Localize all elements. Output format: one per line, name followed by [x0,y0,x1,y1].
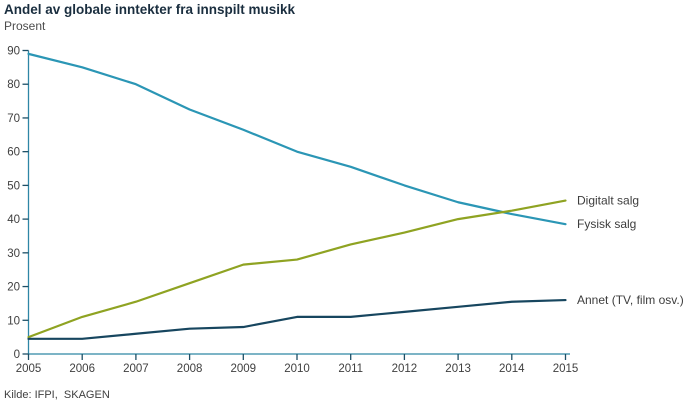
annet-tv-film-osv-label: Annet (TV, film osv.) [577,293,684,307]
x-tick-label: 2014 [499,363,525,375]
y-tick-label: 40 [7,214,20,226]
x-tick-label: 2007 [123,363,149,375]
x-tick-label: 2015 [553,363,579,375]
y-tick-label: 60 [7,147,20,159]
y-tick-label: 50 [7,180,20,192]
y-tick-label: 70 [7,113,20,125]
x-tick-label: 2010 [284,363,310,375]
x-tick-label: 2005 [16,363,42,375]
chart-subtitle: Prosent [4,19,46,33]
annet-tv-film-osv-line [27,298,567,340]
fysisk-salg-line [27,52,567,226]
digitalt-salg-line [27,199,567,339]
y-tick-label: 10 [7,315,20,327]
x-tick-label: 2009 [231,363,257,375]
source-note: Kilde: IFPI, SKAGEN [4,389,110,401]
x-tick-label: 2008 [177,363,203,375]
y-tick-label: 80 [7,79,20,91]
x-tick-label: 2013 [445,363,471,375]
x-tick-label: 2011 [338,363,363,375]
y-tick-label: 90 [7,46,20,58]
y-tick-label: 20 [7,282,20,294]
y-tick-label: 30 [7,248,20,260]
x-tick-label: 2012 [392,363,418,375]
y-tick-label: 0 [14,349,20,361]
fysisk-salg-label: Fysisk salg [577,217,636,231]
digitalt-salg-label: Digitalt salg [577,194,639,208]
chart-title: Andel av globale inntekter fra innspilt … [4,2,296,17]
x-tick-label: 2006 [69,363,95,375]
